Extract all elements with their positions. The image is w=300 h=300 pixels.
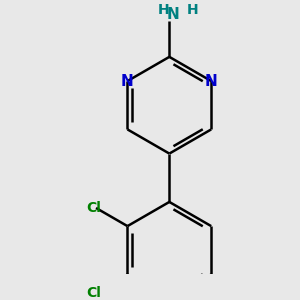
Text: H: H bbox=[158, 3, 169, 17]
Text: Cl: Cl bbox=[86, 286, 101, 300]
Text: N: N bbox=[205, 74, 217, 88]
Text: N: N bbox=[121, 74, 134, 88]
Text: N: N bbox=[167, 7, 180, 22]
Text: H: H bbox=[186, 3, 198, 17]
Text: Cl: Cl bbox=[86, 201, 101, 215]
